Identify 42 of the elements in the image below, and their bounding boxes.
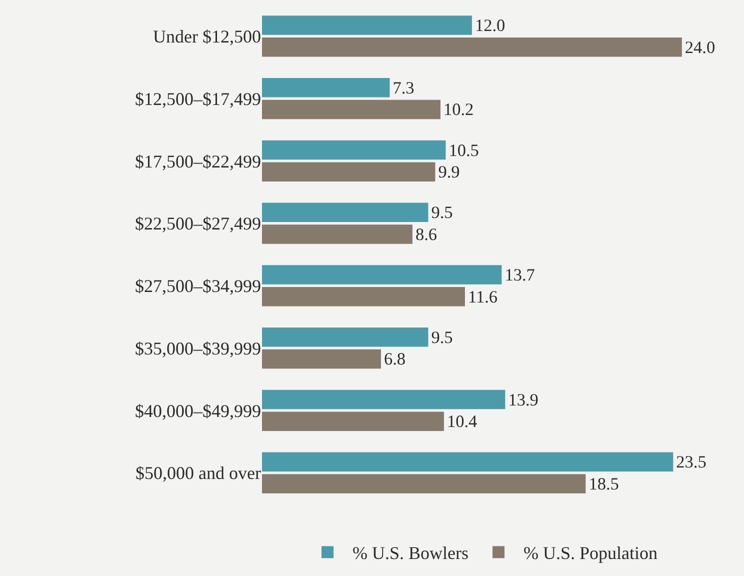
data-label: 11.6 xyxy=(468,287,498,306)
bar xyxy=(262,100,440,120)
bar xyxy=(262,202,428,222)
data-label: 10.4 xyxy=(446,412,478,432)
bar xyxy=(262,162,436,182)
bar xyxy=(262,38,682,57)
data-label: 9.5 xyxy=(431,328,453,347)
y-tick-label: $50,000 and over xyxy=(136,463,261,484)
data-label: 10.5 xyxy=(448,140,479,160)
bar xyxy=(262,328,428,347)
y-tick-label: $40,000–$49,999 xyxy=(135,400,261,421)
y-tick-label: $35,000–$39,999 xyxy=(135,338,261,358)
legend-label: % U.S. Bowlers xyxy=(352,543,468,564)
bar xyxy=(262,16,472,35)
y-tick-label: $22,500–$27,499 xyxy=(135,214,261,234)
bar xyxy=(262,412,444,431)
bar xyxy=(262,452,674,472)
data-label: 13.7 xyxy=(504,266,536,285)
data-label: 7.3 xyxy=(392,78,414,98)
bar xyxy=(262,140,446,160)
bar xyxy=(262,474,586,494)
data-label: 9.5 xyxy=(431,203,453,222)
data-label: 18.5 xyxy=(588,474,619,494)
data-label: 13.9 xyxy=(508,390,538,410)
legend-label: % U.S. Population xyxy=(524,543,658,564)
y-tick-label: Under $12,500 xyxy=(153,26,261,46)
bar xyxy=(262,287,465,306)
y-tick-label: $17,500–$22,499 xyxy=(135,151,261,172)
bar xyxy=(262,265,502,284)
data-label: 8.6 xyxy=(415,224,438,244)
data-label: 10.2 xyxy=(443,100,474,120)
bar xyxy=(262,349,381,369)
bar xyxy=(262,78,390,98)
y-tick-label: $12,500–$17,499 xyxy=(135,88,261,109)
bar xyxy=(262,390,506,410)
bar xyxy=(262,224,412,244)
data-label: 6.8 xyxy=(384,350,406,369)
y-tick-label: $27,500–$34,999 xyxy=(135,276,261,296)
data-label: 12.0 xyxy=(474,16,506,36)
data-label: 23.5 xyxy=(676,452,706,472)
data-label: 24.0 xyxy=(684,38,716,57)
data-label: 9.9 xyxy=(438,162,460,182)
